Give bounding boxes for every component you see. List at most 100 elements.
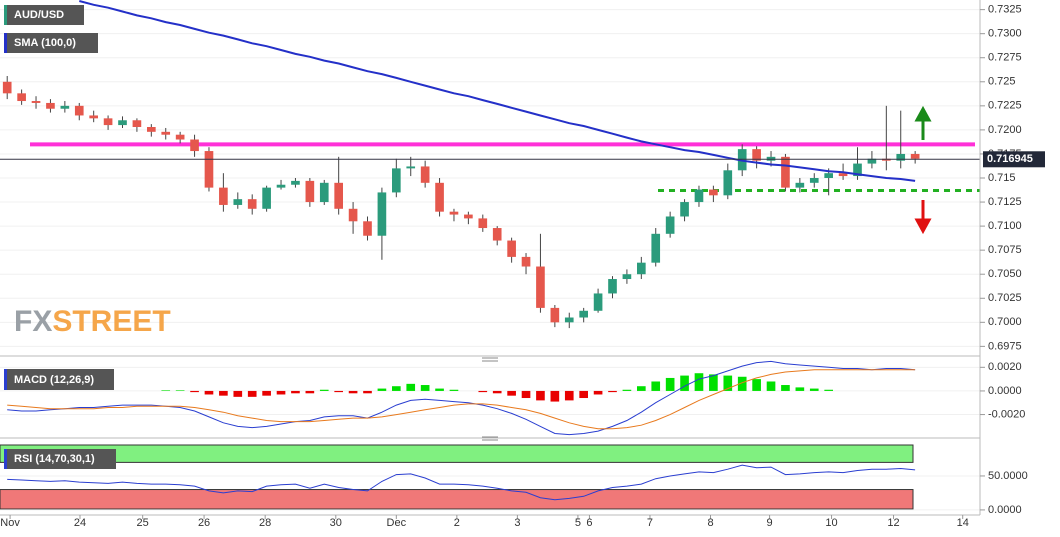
candle-body (46, 102, 55, 109)
candle-body (161, 131, 171, 135)
candle-body (219, 187, 228, 205)
macd-bar (564, 390, 574, 401)
macd-bar (406, 383, 416, 391)
divider-handle[interactable] (482, 436, 498, 441)
macd-bar (492, 390, 502, 394)
macd-bar (262, 390, 271, 396)
macd-bar (190, 390, 199, 393)
candle-body (363, 221, 372, 236)
x-tick-label: 10 (825, 517, 837, 529)
divider-handle[interactable] (482, 357, 498, 362)
candle-body (665, 216, 675, 234)
macd-bar (449, 389, 459, 391)
candle-body (809, 178, 819, 183)
candle-body (305, 180, 315, 203)
macd-bar (723, 375, 733, 391)
candle-body (896, 153, 906, 161)
candle-body (867, 158, 877, 164)
x-tick-label: 2 (454, 517, 460, 529)
y-tick-label: 0.725 (988, 76, 1016, 88)
candle-body (262, 187, 271, 209)
up-arrow (914, 105, 932, 140)
candle-body (118, 120, 127, 126)
y-tick-label: -0.0020 (988, 408, 1025, 420)
candle-body (377, 192, 387, 236)
candle-body (103, 118, 113, 126)
candle-body (132, 120, 142, 128)
candle-body (694, 189, 704, 203)
x-tick-label: 3 (514, 517, 520, 529)
candle-body (60, 105, 70, 109)
legend-aud (4, 5, 84, 25)
macd-bar (637, 386, 646, 391)
macd-bar (550, 390, 560, 402)
x-tick-label: 30 (330, 517, 342, 529)
macd-bar (579, 390, 588, 399)
y-tick-label: 0.7300 (988, 28, 1022, 40)
candle-body (190, 139, 199, 152)
candle-body (17, 93, 26, 102)
y-tick-label: 0.7050 (988, 268, 1022, 280)
candle-body (233, 199, 243, 205)
candle-body (795, 182, 805, 188)
macd-bar (593, 390, 603, 395)
macd-bar (608, 390, 617, 393)
macd-bar (795, 387, 805, 391)
line-series (7, 369, 916, 430)
candle-body (334, 182, 343, 209)
macd-bar (348, 390, 358, 394)
x-tick-label: 25 (137, 517, 149, 529)
candle-body (824, 173, 833, 178)
y-tick-label: 0.0000 (988, 504, 1022, 516)
candle-body (31, 101, 41, 103)
macd-bar (161, 390, 171, 391)
candle-body (276, 184, 286, 188)
x-tick-label: 12 (887, 517, 899, 529)
macd-bar (392, 386, 401, 391)
y-tick-label: 50.0000 (988, 470, 1028, 482)
rsi-line (7, 464, 916, 501)
overbought-band (0, 444, 914, 463)
y-tick-label: 0.7325 (988, 4, 1022, 16)
macd-bar (665, 377, 675, 391)
x-tick-label: Dec (387, 517, 407, 529)
x-tick-label: 9 (767, 517, 773, 529)
macd-bar (824, 389, 833, 391)
macd-bar (781, 385, 790, 391)
x-tick-label: 28 (259, 517, 271, 529)
macd-bar (204, 390, 214, 395)
y-tick-label: 0.6975 (988, 340, 1022, 352)
macd-bar (766, 381, 776, 391)
candle-body (838, 173, 848, 177)
x-tick-label: 7 (647, 517, 653, 529)
legend-label: SMA (100,0) (14, 37, 76, 49)
candle-body (435, 182, 444, 212)
candle-body (651, 233, 661, 263)
x-tick-label: 24 (74, 517, 86, 529)
candle-body (420, 166, 430, 183)
legend-label: AUD/USD (14, 9, 64, 21)
macd-bar (247, 390, 257, 397)
candle-body (507, 240, 516, 257)
watermark: FXSTREET (14, 305, 171, 338)
y-tick-label: 0.7075 (988, 244, 1022, 256)
macd-bar (420, 385, 430, 391)
x-tick-label: 5 (575, 517, 581, 529)
candle-body (291, 180, 300, 185)
candle-body (752, 149, 761, 161)
y-tick-label: 0.7275 (988, 52, 1022, 64)
macd-bar (709, 374, 718, 391)
watermark-street: STREET (52, 305, 170, 338)
macd-bar (651, 381, 661, 391)
y-tick-label: 0.715 (988, 172, 1016, 184)
y-tick-label: 0.7025 (988, 292, 1022, 304)
y-tick-label: 0.7125 (988, 196, 1022, 208)
macd-bar (334, 390, 343, 393)
y-tick-label: 0.0020 (988, 361, 1022, 373)
last-price-box (983, 151, 1045, 168)
macd-bar (291, 390, 300, 394)
candle-body (766, 156, 776, 161)
y-tick-label: 0.7000 (988, 316, 1022, 328)
x-tick-label: 8 (707, 517, 713, 529)
candle-body (175, 134, 185, 140)
